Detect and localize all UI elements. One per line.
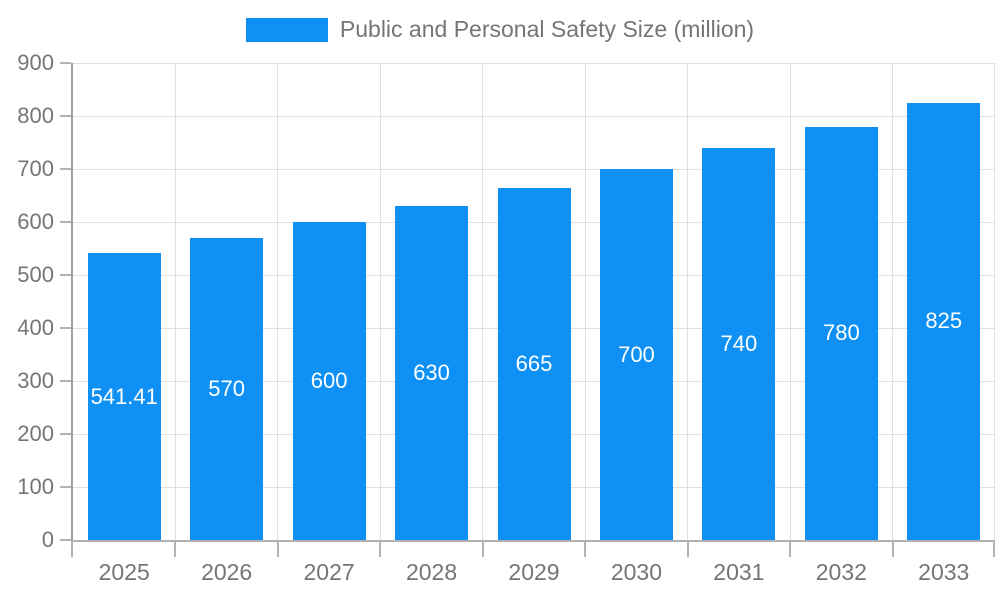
y-axis-tick — [60, 380, 71, 382]
gridline-horizontal — [73, 115, 995, 117]
legend-swatch-icon — [245, 17, 328, 42]
bar-2025[interactable]: 541.41 — [87, 253, 161, 540]
legend-item-safety-size[interactable]: Public and Personal Safety Size (million… — [245, 16, 755, 43]
bar-2027[interactable]: 600 — [292, 222, 366, 540]
bar-2029[interactable]: 665 — [497, 187, 571, 540]
gridline-vertical — [482, 63, 484, 540]
bar-2026[interactable]: 570 — [190, 237, 264, 540]
y-axis-tick — [60, 539, 71, 541]
y-tick-label: 300 — [17, 368, 54, 393]
gridline-horizontal — [73, 62, 995, 64]
bar-value-label: 825 — [925, 308, 963, 334]
x-axis-tick — [789, 540, 792, 557]
gridline-vertical — [892, 63, 894, 540]
y-tick-label: 900 — [17, 50, 54, 75]
bar-2032[interactable]: 780 — [804, 126, 878, 540]
y-tick-label: 0 — [41, 527, 54, 552]
x-tick-label: 2025 — [98, 559, 150, 585]
legend-label: Public and Personal Safety Size (million… — [339, 16, 755, 42]
legend: Public and Personal Safety Size (million… — [0, 16, 1000, 43]
x-axis-tick — [686, 540, 689, 557]
y-tick-label: 800 — [17, 103, 54, 128]
x-tick-label: 2027 — [303, 559, 355, 585]
gridline-vertical — [789, 63, 791, 540]
bar-value-label: 630 — [413, 360, 450, 386]
bar-2031[interactable]: 740 — [702, 147, 776, 540]
y-axis-tick — [60, 221, 71, 223]
x-axis-tick — [584, 540, 587, 557]
bar-value-label: 700 — [618, 341, 655, 367]
x-axis-tick — [379, 540, 382, 557]
gridline-vertical — [277, 63, 279, 540]
y-tick-label: 200 — [17, 421, 54, 446]
gridline-vertical — [687, 63, 689, 540]
bar-value-label: 740 — [720, 330, 758, 356]
bar-value-label: 780 — [822, 320, 860, 346]
gridline-vertical — [994, 63, 995, 540]
gridline-vertical — [379, 63, 381, 540]
y-tick-label: 600 — [17, 209, 54, 234]
x-axis-tick — [174, 540, 177, 557]
y-axis-tick — [60, 115, 71, 117]
gridline-vertical — [584, 63, 586, 540]
x-axis-tick — [276, 540, 279, 557]
x-tick-label: 2033 — [918, 559, 970, 585]
y-axis-tick — [60, 327, 71, 329]
plot-area: 541.41 570 600 630 665 700 740 780 825 — [60, 62, 995, 557]
y-axis-tick — [60, 433, 71, 435]
bar-value-label: 570 — [208, 375, 246, 401]
bar-2028[interactable]: 630 — [395, 206, 469, 540]
gridline-vertical — [174, 63, 176, 540]
gridline-horizontal — [73, 168, 995, 170]
bar-value-label: 541.41 — [90, 383, 158, 409]
y-tick-label: 400 — [17, 315, 54, 340]
y-tick-label: 100 — [17, 474, 54, 499]
x-tick-label: 2032 — [815, 559, 867, 585]
x-tick-label: 2029 — [508, 559, 560, 585]
bar-value-label: 600 — [310, 368, 348, 393]
y-tick-label: 700 — [17, 156, 54, 181]
x-axis-tick — [993, 540, 995, 557]
y-axis-tick — [60, 486, 71, 488]
x-axis-tick — [71, 540, 73, 557]
y-tick-label: 500 — [17, 262, 54, 287]
x-axis-tick — [481, 540, 484, 557]
x-tick-label: 2028 — [405, 559, 458, 585]
x-tick-label: 2026 — [201, 559, 253, 585]
bar-2030[interactable]: 700 — [599, 169, 673, 540]
bar-2033[interactable]: 825 — [907, 102, 981, 540]
x-tick-label: 2030 — [610, 559, 663, 585]
y-axis-tick — [60, 168, 71, 170]
x-tick-label: 2031 — [713, 559, 765, 585]
y-axis-tick — [60, 62, 71, 64]
x-axis-tick — [891, 540, 894, 557]
bar-value-label: 665 — [515, 350, 553, 376]
y-axis-tick — [60, 274, 71, 276]
